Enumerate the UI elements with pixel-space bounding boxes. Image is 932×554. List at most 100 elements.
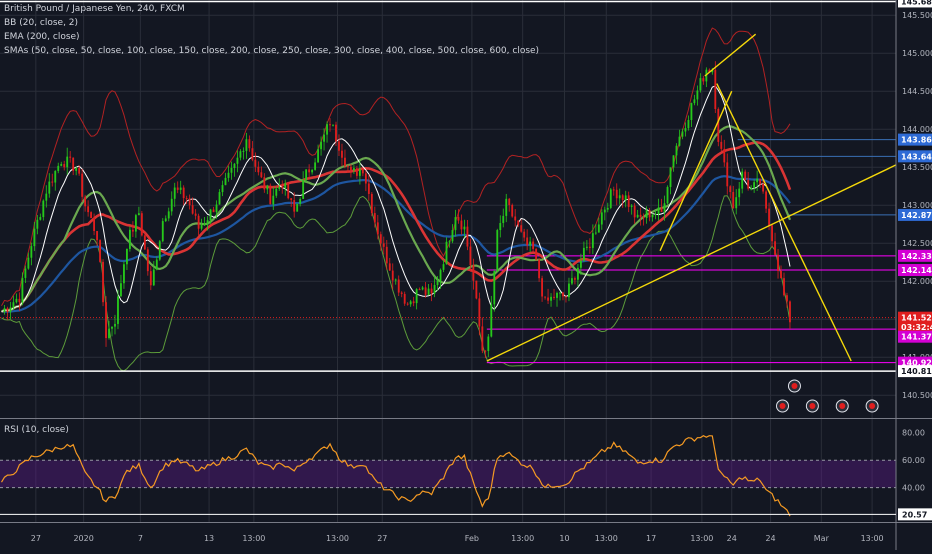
candle-body: [499, 223, 502, 231]
candle-body: [529, 241, 532, 246]
candle-body: [585, 246, 588, 248]
bb-lower-line: [1, 195, 791, 372]
candle-body: [60, 164, 63, 166]
candle-body: [248, 139, 251, 149]
candle-body: [81, 173, 84, 197]
time-tick-label: 13:00: [595, 534, 618, 543]
time-tick-label: 13:00: [511, 534, 534, 543]
price-tag-label: 142.872: [901, 211, 932, 220]
price-tag-bg: [898, 150, 932, 163]
candle-body: [451, 230, 454, 242]
candle-body: [15, 298, 18, 303]
price-tick-label: 144.500: [902, 87, 932, 96]
candle-body: [296, 203, 299, 212]
candle-body: [263, 177, 266, 190]
candle-body: [293, 200, 296, 212]
time-tick-label: Feb: [465, 534, 479, 543]
candle-body: [675, 145, 678, 156]
candle-body: [484, 350, 487, 352]
candle-body: [511, 204, 514, 217]
time-tick-label: 13:00: [326, 534, 349, 543]
event-flag-dot-icon: [809, 403, 816, 409]
candle-body: [320, 141, 322, 150]
candle-body: [137, 213, 140, 216]
candle-body: [311, 169, 314, 173]
event-flag-dot-icon: [779, 403, 786, 409]
candle-body: [27, 257, 30, 269]
legend-smas[interactable]: SMAs (50, close, 50, close, 100, close, …: [4, 46, 540, 56]
candle-body: [493, 271, 496, 305]
candle-body: [227, 172, 230, 178]
candle-body: [400, 292, 403, 294]
candle-body: [541, 278, 544, 297]
time-tick-label: 13:00: [242, 534, 265, 543]
candle-body: [367, 183, 370, 194]
candle-body: [69, 156, 72, 158]
candle-body: [741, 171, 744, 189]
legend-ema[interactable]: EMA (200, close): [4, 32, 80, 42]
candle-body: [699, 78, 702, 91]
price-tick-label: 145.000: [902, 49, 932, 58]
price-tag-bg: [898, 311, 932, 324]
candle-body: [669, 167, 672, 188]
candle-body: [765, 191, 768, 209]
candle-body: [347, 166, 349, 168]
candle-body: [257, 166, 260, 173]
candle-body: [439, 269, 442, 281]
candle-body: [385, 246, 388, 264]
candle-body: [185, 198, 188, 200]
candle-body: [412, 301, 415, 304]
candle-body: [654, 213, 657, 215]
legend-rsi[interactable]: RSI (10, close): [4, 425, 69, 435]
price-tick-label: 145.500: [902, 11, 932, 20]
candle-body: [606, 207, 609, 210]
time-tick-label: 13: [204, 534, 214, 543]
rsi-tick-label: 40.00: [902, 484, 925, 493]
candle-body: [314, 162, 317, 170]
candle-body: [436, 280, 439, 285]
price-tag-label: 143.863: [901, 136, 932, 145]
candle-body: [108, 328, 110, 339]
candle-body: [158, 241, 161, 260]
candle-body: [72, 157, 75, 171]
price-tag-bg: [898, 264, 932, 277]
candle-body: [131, 229, 134, 232]
candle-body: [681, 131, 684, 137]
price-tag-bg: [898, 208, 932, 221]
legend-bb[interactable]: BB (20, close, 2): [4, 18, 79, 28]
horizontal-levels: [0, 0, 896, 372]
price-tick-label: 142.000: [902, 277, 932, 286]
time-tick-label: 27: [31, 534, 41, 543]
candle-body: [762, 184, 765, 192]
candle-body: [33, 228, 36, 247]
candle-body: [224, 177, 227, 186]
candle-body: [143, 235, 146, 250]
candle-body: [624, 195, 627, 201]
candle-body: [317, 149, 320, 163]
candle-body: [105, 302, 107, 339]
candle-body: [12, 302, 15, 308]
candle-body: [618, 195, 621, 199]
candle-body: [233, 163, 236, 168]
candle-body: [591, 233, 594, 248]
candle-body: [648, 210, 651, 218]
candle-body: [424, 287, 427, 295]
candle-body: [370, 193, 373, 214]
candle-body: [771, 225, 773, 242]
candle-body: [155, 259, 158, 270]
candle-body: [678, 136, 681, 146]
rsi-line-path: [0, 435, 791, 517]
candle-body: [176, 187, 179, 190]
candle-body: [275, 188, 278, 196]
candle-body: [78, 167, 81, 174]
candle-body: [448, 241, 451, 243]
candle-body: [660, 207, 663, 212]
candle-body: [299, 198, 302, 204]
candle-body: [621, 195, 624, 201]
candle-body: [117, 296, 119, 324]
time-tick-label: 2020: [73, 534, 93, 543]
bollinger-bands: [1, 27, 791, 372]
